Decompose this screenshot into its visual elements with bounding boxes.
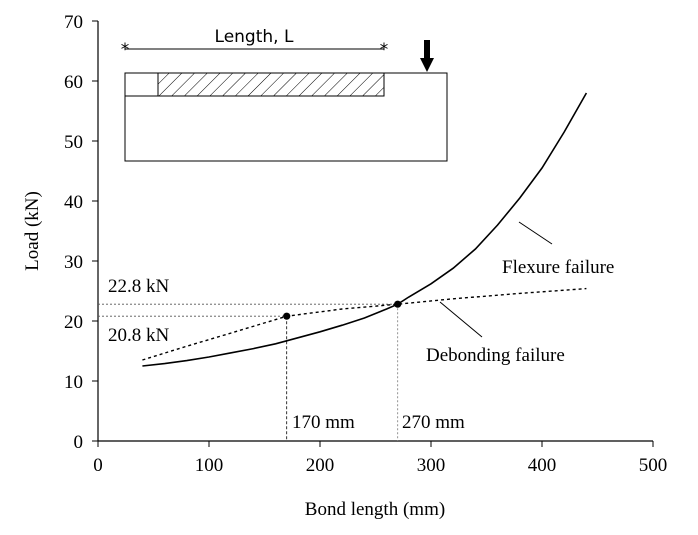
- y-tick-label: 10: [64, 372, 83, 393]
- y-tick-label: 30: [64, 252, 83, 273]
- x-tick-label: 500: [639, 455, 668, 476]
- y-axis-title: Load (kN): [22, 191, 43, 271]
- reference-lines: [98, 303, 399, 441]
- debonding-leader-line: [439, 301, 483, 338]
- length-label: Length, L: [215, 27, 294, 47]
- flexure-failure-curve: [142, 92, 588, 367]
- x-tick-label: 200: [306, 455, 335, 476]
- debonding-failure-label: Debonding failure: [426, 345, 565, 366]
- inset-beam-diagram: * * Length, L: [121, 27, 448, 162]
- annot-270-mm: 270 mm: [402, 412, 465, 433]
- x-axis-title: Bond length (mm): [305, 499, 445, 520]
- length-right-marker: *: [380, 40, 389, 60]
- intersection-point: [394, 300, 402, 308]
- points-layer: [283, 300, 402, 320]
- flexure-leader-line: [518, 221, 553, 245]
- x-tick-label: 300: [417, 455, 446, 476]
- annot-22-8-kN: 22.8 kN: [108, 276, 170, 297]
- bonded-plate: [157, 72, 385, 97]
- x-tick-label: 400: [528, 455, 557, 476]
- flexure-failure-label: Flexure failure: [502, 257, 614, 278]
- x-tick-label: 100: [195, 455, 224, 476]
- annot-20-8-kN: 20.8 kN: [108, 325, 170, 346]
- load-arrow-icon: [420, 40, 434, 72]
- y-tick-label: 70: [64, 12, 83, 33]
- intersection-point: [283, 312, 291, 320]
- y-tick-label: 0: [74, 432, 84, 453]
- y-tick-label: 60: [64, 72, 83, 93]
- annot-170-mm: 170 mm: [292, 412, 355, 433]
- debonding-failure-curve: [142, 287, 587, 361]
- y-tick-label: 40: [64, 192, 83, 213]
- x-tick-label: 0: [93, 455, 103, 476]
- y-tick-label: 20: [64, 312, 83, 333]
- plot-frame: [97, 21, 653, 442]
- y-ticks: 0 10 20 30 40 50 60 70: [64, 12, 98, 453]
- series-layer: [142, 92, 588, 367]
- length-left-marker: *: [121, 40, 130, 60]
- x-ticks: 0 100 200 300 400 500: [93, 441, 667, 476]
- y-tick-label: 50: [64, 132, 83, 153]
